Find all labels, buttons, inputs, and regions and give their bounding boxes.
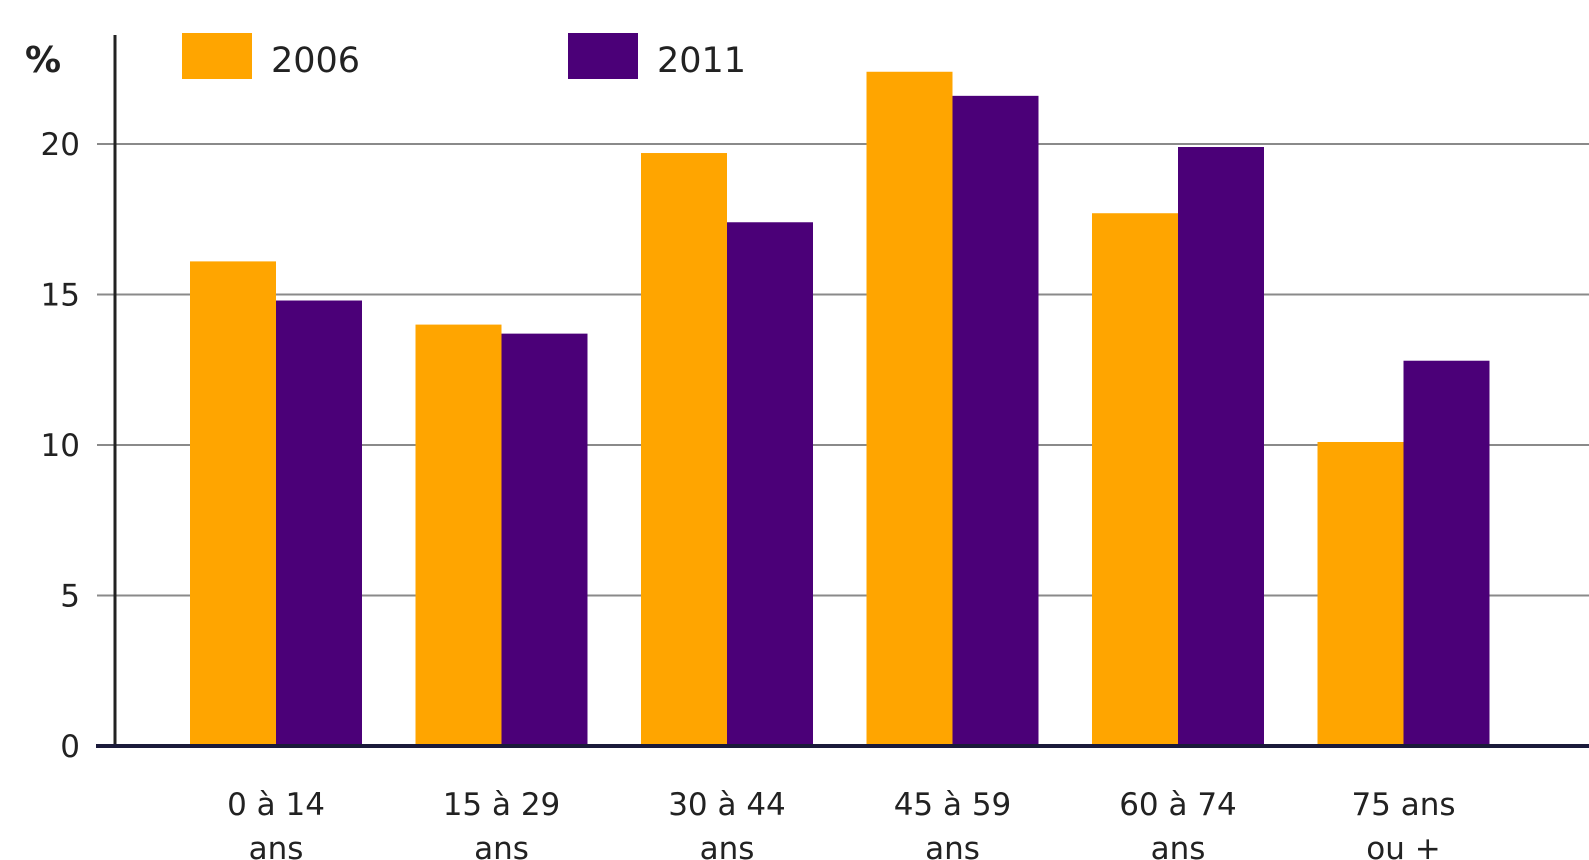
x-tick-label: 15 à 29 <box>443 787 561 823</box>
x-tick-label: ans <box>700 831 755 860</box>
x-tick-labels: 0 à 14 ans 15 à 29 ans 30 à 44 ans 45 à 59 ans 6… <box>227 787 1455 860</box>
bar-2011-1 <box>501 333 588 746</box>
bar-2011-2 <box>727 222 813 746</box>
bar-2006-3 <box>866 71 953 746</box>
legend-label-2011: 2011 <box>657 41 746 81</box>
x-tick-label: 60 à 74 <box>1119 787 1237 823</box>
bar-2011-5 <box>1403 360 1490 746</box>
x-tick-label: 30 à 44 <box>668 787 786 823</box>
y-tick-label: 20 <box>41 127 80 163</box>
x-tick-label: ans <box>474 831 529 860</box>
bar-2011-0 <box>276 300 362 746</box>
x-tick-label: 45 à 59 <box>894 787 1012 823</box>
legend-swatch-2011 <box>568 33 638 79</box>
bar-2006-0 <box>190 261 276 746</box>
y-tick-labels: 0 5 10 15 20 <box>41 127 80 765</box>
bars <box>190 71 1490 747</box>
bar-2006-1 <box>415 324 502 746</box>
legend-label-2006: 2006 <box>271 41 360 81</box>
bar-2011-3 <box>952 95 1039 747</box>
x-tick-label: 75 ans <box>1351 787 1455 823</box>
x-tick-label: ans <box>925 831 980 860</box>
bar-2006-4 <box>1092 213 1178 747</box>
y-tick-label: 10 <box>41 428 80 464</box>
legend: 2006 2011 <box>182 33 746 81</box>
x-tick-label: ans <box>1151 831 1206 860</box>
x-tick-label: ou + <box>1366 831 1440 860</box>
y-axis-unit-label: % <box>25 40 61 81</box>
bar-2006-2 <box>641 153 727 746</box>
bar-2006-5 <box>1317 441 1404 746</box>
x-tick-label: 0 à 14 <box>227 787 325 823</box>
y-tick-label: 5 <box>60 579 80 615</box>
x-tick-label: ans <box>249 831 304 860</box>
legend-swatch-2006 <box>182 33 252 79</box>
y-tick-label: 0 <box>60 729 80 765</box>
bar-2011-4 <box>1178 147 1264 746</box>
y-tick-label: 15 <box>41 278 80 314</box>
